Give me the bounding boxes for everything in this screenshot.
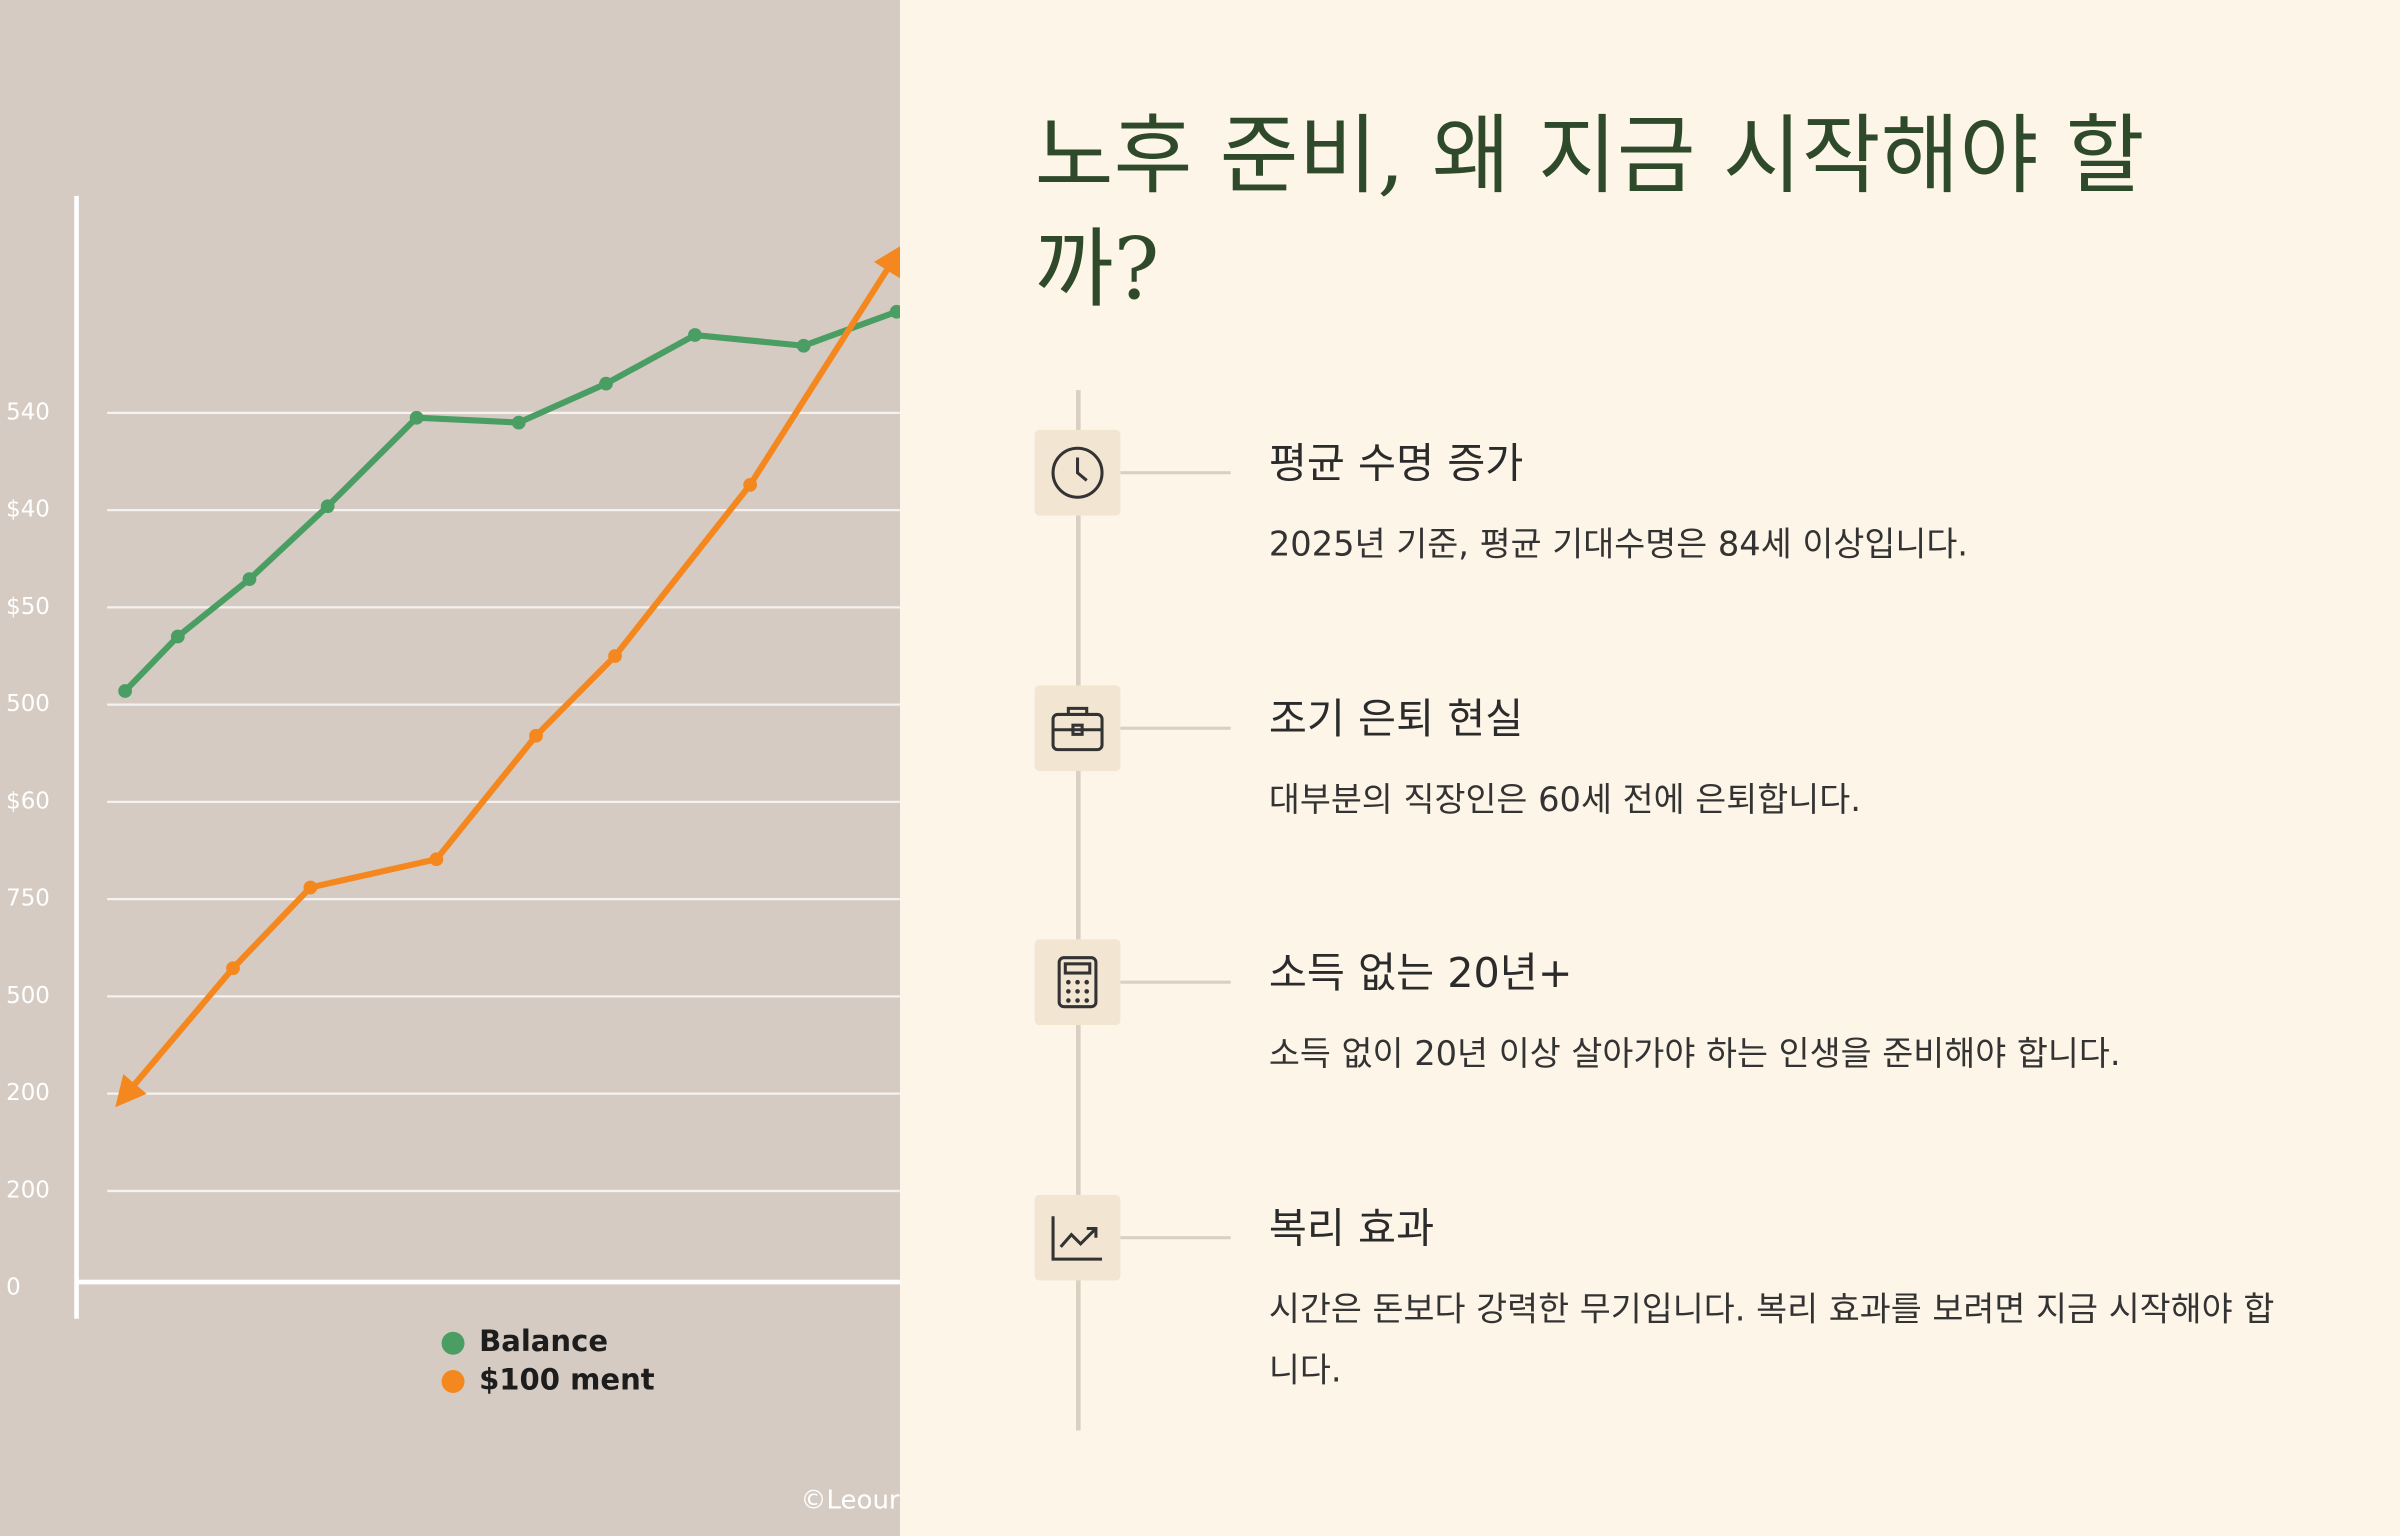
y-tick-label: $40 — [6, 497, 50, 523]
series-line — [115, 244, 900, 1108]
data-point — [409, 410, 424, 425]
data-point — [796, 338, 811, 353]
icon — [1034, 939, 1121, 1026]
data-point — [688, 328, 702, 342]
icon-glyph — [1051, 1215, 1103, 1260]
data-point — [608, 649, 622, 663]
connector — [1120, 1235, 1231, 1239]
y-tick-label: 540 — [6, 399, 50, 425]
timeline — [1076, 390, 1081, 1431]
timeline-item: 소득 없는 20년+ 소득 없이 20년 이상 살아가야 하는 인생을 준비해야 … — [1034, 939, 2382, 1153]
item-heading: 복리 효과 — [1268, 1204, 1435, 1253]
data-point — [170, 629, 185, 644]
item-text: 대부분의 직장인은 60세 전에 은퇴합니다. — [1268, 781, 1861, 820]
item-text: 2025년 기준, 평균 기대수명은 84세 이상입니다. — [1268, 526, 1969, 565]
data-point — [242, 572, 257, 587]
connector — [1120, 471, 1231, 475]
item-heading: 조기 은퇴 현실 — [1268, 695, 1524, 743]
y-tick-label: 750 — [6, 886, 50, 912]
legend-swatch — [441, 1331, 465, 1355]
y-tick-label: $50 — [6, 594, 50, 620]
connector — [1120, 725, 1231, 729]
data-point — [529, 728, 543, 743]
icon — [1034, 684, 1121, 771]
item-text: 소득 없이 20년 이상 살아가야 하는 인생을 준비해야 합니다. — [1268, 1035, 2121, 1074]
icon-glyph — [1057, 956, 1098, 1009]
item-heading: 소득 없는 20년+ — [1268, 950, 1573, 998]
y-tick-label: 200 — [6, 1080, 50, 1106]
y-tick-label: 200 — [6, 1177, 50, 1203]
legend-label: $100 ment — [479, 1363, 655, 1397]
y-tick-label: 500 — [6, 691, 50, 717]
y-tick-label: $60 — [6, 788, 50, 814]
data-point — [743, 477, 758, 492]
y-tick-label: 500 — [6, 983, 50, 1009]
item-heading: 평균 수명 증가 — [1268, 440, 1524, 489]
chart-image: ©Leour 540 $40 $50 500 $60 750 500 200 200 0 Balan… — [0, 0, 900, 1536]
item-text: 시간은 돈보다 강력한 무기입니다. 복리 효과를 보려면 지금 시작해야 합니… — [1268, 1290, 2275, 1390]
icon-glyph — [1051, 446, 1104, 499]
data-point — [226, 961, 240, 976]
content: 노후 준비, 왜 지금 시작해야 할 까? 평균 수명 증가 2025년 기준, … — [900, 0, 2400, 1536]
connector — [1120, 980, 1231, 984]
data-point — [303, 880, 318, 895]
y-tick-label: 0 — [6, 1275, 21, 1301]
icon-glyph — [1051, 706, 1104, 751]
legend-swatch — [441, 1370, 465, 1393]
data-point — [429, 852, 444, 867]
legend-label: Balance — [479, 1324, 608, 1358]
icon — [1034, 1194, 1121, 1280]
data-point — [511, 415, 526, 430]
watermark: ©Leour — [801, 1485, 900, 1515]
data-point — [599, 376, 613, 391]
title: 노후 준비, 왜 지금 시작해야 할 까? — [1034, 107, 2145, 320]
timeline-item: 평균 수명 증가 2025년 기준, 평균 기대수명은 84세 이상입니다. — [1034, 429, 2382, 644]
data-point — [320, 499, 335, 514]
icon — [1034, 429, 1121, 516]
data-point — [118, 684, 133, 698]
chart-background — [0, 0, 900, 1536]
